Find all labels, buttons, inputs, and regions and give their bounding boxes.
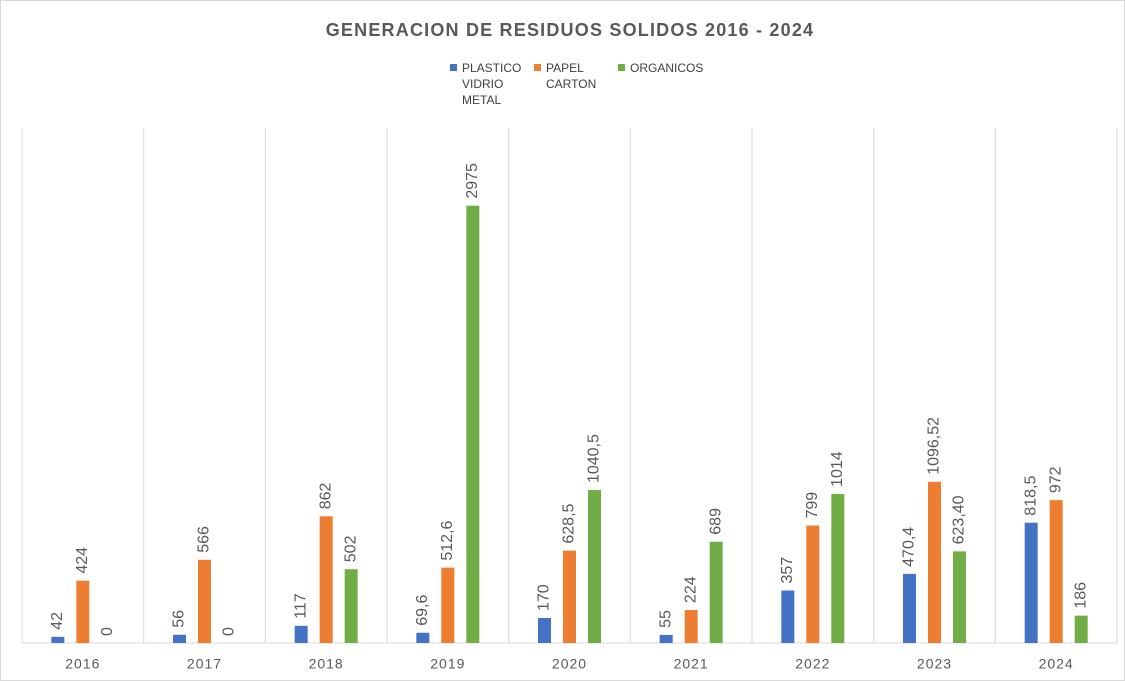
bar (416, 632, 430, 643)
bar (1049, 500, 1063, 643)
bar (173, 634, 186, 643)
bar (709, 541, 723, 643)
data-label: 502 (342, 535, 359, 562)
data-label: 628,5 (561, 503, 578, 543)
data-label: 1040,5 (586, 434, 603, 483)
bar (781, 590, 795, 643)
bar (806, 525, 820, 643)
legend-label: PLASTICO VIDRIO METAL (462, 61, 522, 107)
data-label: 224 (682, 576, 699, 603)
x-tick-label: 2017 (187, 656, 222, 672)
x-tick-label: 2018 (309, 656, 344, 672)
data-label: 799 (804, 492, 821, 519)
data-label: 862 (317, 482, 334, 509)
bar (903, 573, 916, 643)
data-label: 0 (221, 627, 238, 636)
legend: PLASTICO VIDRIO METAL PAPEL CARTON ORGANIC… (450, 60, 704, 108)
bar (588, 490, 601, 643)
legend-swatch (618, 64, 625, 71)
bar (538, 618, 551, 643)
data-label: 1014 (829, 451, 846, 487)
x-tick-label: 2016 (65, 656, 100, 672)
data-label: 689 (707, 508, 724, 535)
legend-item: PAPEL CARTON (534, 60, 604, 108)
bar (198, 559, 211, 643)
x-tick-label: 2022 (795, 656, 830, 672)
legend-item: ORGANICOS (618, 60, 704, 108)
bar (684, 610, 698, 643)
x-tick-label: 2023 (917, 656, 952, 672)
legend-swatch (534, 64, 541, 71)
data-label: 2975 (464, 163, 481, 199)
x-tick-label: 2019 (430, 656, 465, 672)
bar (319, 516, 333, 643)
data-label: 972 (1047, 466, 1064, 493)
bar (928, 481, 941, 643)
bar (1074, 615, 1088, 643)
data-label: 186 (1072, 582, 1089, 609)
chart-title: GENERACION DE RESIDUOS SOLIDOS 2016 - 20… (326, 20, 815, 40)
data-label: 357 (779, 557, 796, 584)
data-label: 470,4 (901, 527, 918, 567)
bar (563, 550, 576, 643)
data-label: 1096,52 (926, 417, 943, 475)
data-label: 0 (99, 627, 116, 636)
bar (344, 569, 358, 643)
x-tick-label: 2020 (552, 656, 587, 672)
data-label: 56 (171, 610, 188, 628)
data-label: 424 (74, 547, 91, 574)
data-label: 55 (657, 610, 674, 628)
x-tick-label: 2021 (674, 656, 709, 672)
data-label: 170 (536, 584, 553, 611)
bar (953, 551, 966, 643)
data-label: 117 (292, 593, 309, 619)
legend-label: ORGANICOS (630, 61, 704, 75)
bar (659, 634, 673, 643)
legend-item: PLASTICO VIDRIO METAL (450, 60, 522, 108)
data-label: 512,6 (439, 521, 456, 561)
data-label: 818,5 (1022, 476, 1039, 516)
data-label: 566 (196, 526, 213, 553)
bar (51, 636, 65, 643)
bar (466, 205, 480, 644)
legend-label: PAPEL CARTON (546, 61, 597, 91)
legend-swatch (450, 64, 457, 71)
x-tick-label: 2024 (1039, 656, 1074, 672)
bar (294, 625, 308, 643)
bar (1024, 522, 1038, 643)
bar (441, 567, 455, 643)
data-label: 69,6 (414, 595, 431, 626)
bar (76, 580, 90, 643)
bar (831, 493, 845, 643)
data-label: 623,40 (951, 495, 968, 544)
data-label: 42 (49, 612, 66, 630)
